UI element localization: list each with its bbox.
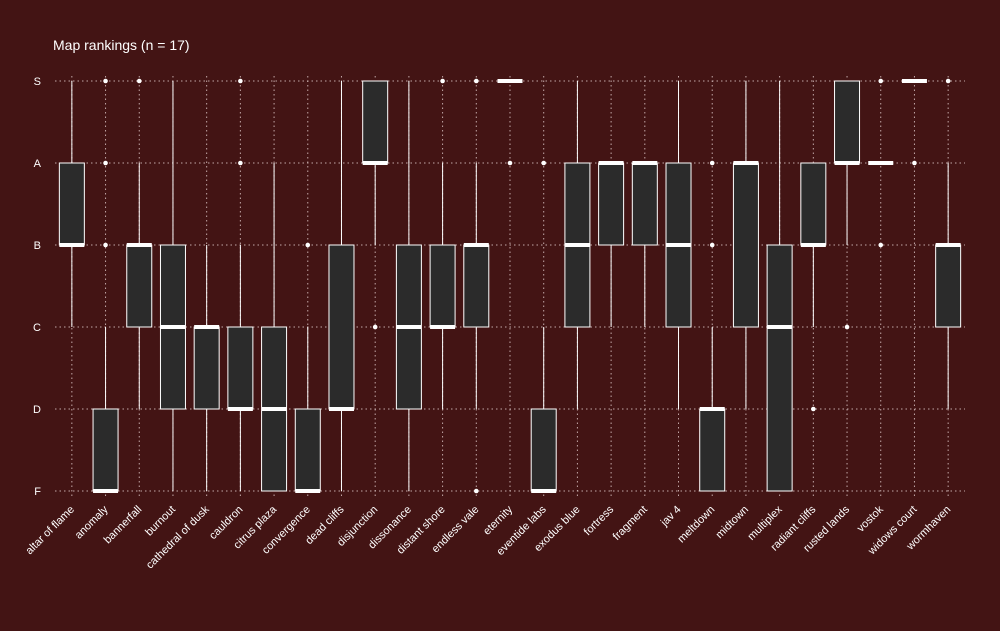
box-iqr [362,80,389,164]
y-tick-label: F [34,486,41,498]
outlier-point [372,324,378,330]
outlier-point [878,78,884,84]
box-11 [429,78,456,409]
x-tick-label: vostok [855,503,886,534]
box-13 [497,79,523,166]
box-iqr [935,244,962,328]
x-tick-label: altar of flame [24,504,77,557]
box-iqr [92,408,119,492]
box-12 [463,78,490,494]
outlier-point [709,242,715,248]
x-tick-label: cathedral of dusk [144,503,212,571]
gridlines [55,76,965,496]
outlier-point [238,160,243,166]
box-iqr [598,162,625,246]
outlier-point [103,78,108,84]
box-iqr [227,326,254,410]
box-26 [935,78,962,409]
outlier-point [541,160,547,166]
outlier-point [945,78,951,84]
outlier-point [507,160,513,166]
outlier-point [136,78,142,84]
x-tick-label: meltdown [676,504,718,546]
outlier-point [912,160,917,166]
box-23 [834,80,861,330]
outlier-point [844,324,850,330]
outlier-point [811,406,816,412]
box-5 [227,78,254,491]
box-2 [126,78,153,409]
outlier-point [440,78,445,84]
x-axis-ticks: altar of flameanomalybannerfallburnoutca… [24,503,954,571]
x-tick-label: jav 4 [658,504,684,530]
box-20 [732,81,759,409]
box-iqr [294,408,321,492]
box-19 [699,160,726,492]
outlier-point [238,78,243,84]
box-21 [766,81,793,492]
box-15 [564,81,591,409]
box-iqr [631,162,658,246]
box-8 [328,81,355,491]
box-3 [159,81,186,491]
chart-title: Map rankings (n = 17) [53,37,190,53]
box-7 [294,242,321,493]
y-axis-ticks: F D C B A S [33,76,42,498]
box-iqr [732,162,759,328]
box-iqr [699,408,726,492]
box-iqr [126,244,153,328]
box-iqr [193,326,220,410]
box-1 [92,78,119,493]
outlier-point [103,242,108,248]
box-iqr [429,244,456,328]
box-18 [665,81,692,409]
x-tick-label: fragment [611,504,650,543]
box-iqr [328,244,355,410]
box-10 [395,81,422,491]
y-tick-label: B [34,240,41,252]
box-16 [598,161,625,327]
box-iqr [58,162,85,246]
box-24 [868,78,894,248]
outlier-point [709,160,715,166]
box-6 [261,163,288,492]
box-iqr [800,162,827,246]
box-iqr [463,244,490,328]
box-0 [58,81,85,327]
outlier-point [473,78,479,84]
y-tick-label: S [34,76,41,88]
y-tick-label: D [33,404,41,416]
outlier-point [305,242,311,248]
box-iqr [834,80,861,164]
box-22 [800,162,827,412]
outlier-point [473,488,479,494]
box-14 [530,160,557,493]
box-iqr [766,244,793,492]
outlier-point [878,242,884,248]
y-tick-label: A [34,158,42,170]
box-series [58,78,962,494]
y-tick-label: C [33,322,41,334]
box-25 [901,79,927,166]
box-9 [362,80,389,330]
box-4 [193,245,220,491]
outlier-point [103,160,108,166]
box-17 [631,161,658,327]
box-iqr [530,408,557,492]
